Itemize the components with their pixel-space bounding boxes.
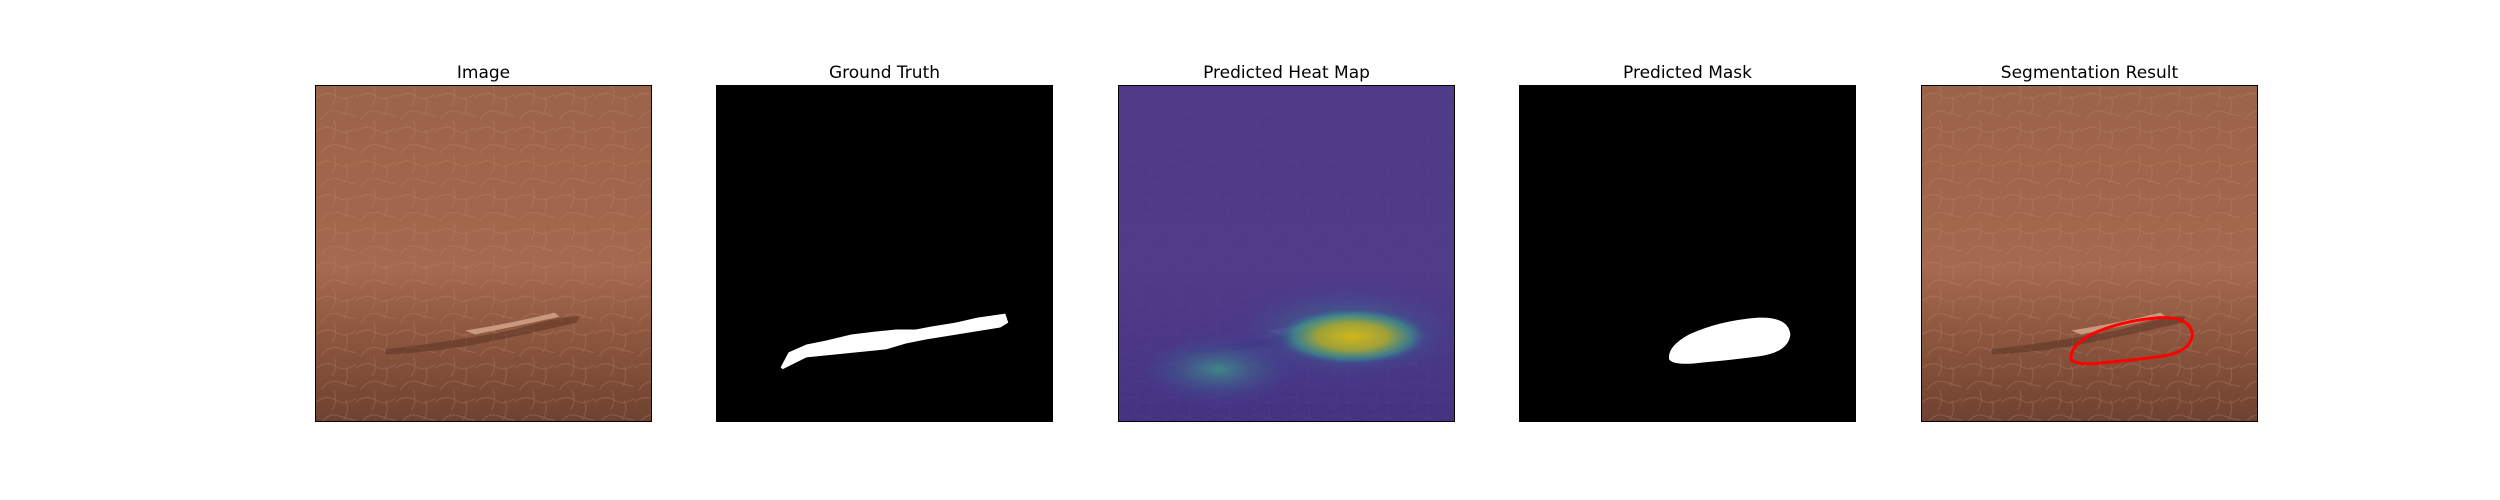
panel-title: Segmentation Result [2000,63,2179,83]
heat-hotspot [1273,306,1433,367]
gt-defect-region [780,313,1009,370]
leather-photo [316,86,651,421]
predicted-contour [2069,316,2194,366]
predicted-defect-region [1668,317,1791,364]
predicted-heat-map [1118,85,1455,422]
panel-title: Ground Truth [828,63,941,83]
predicted-mask [1519,85,1856,422]
ground-truth-mask [716,85,1053,422]
panel-title: Predicted Mask [1623,63,1752,83]
input-image [315,85,652,422]
segmentation-result [1921,85,2258,422]
panel-title: Image [456,63,511,83]
panel-title: Predicted Heat Map [1203,63,1370,83]
